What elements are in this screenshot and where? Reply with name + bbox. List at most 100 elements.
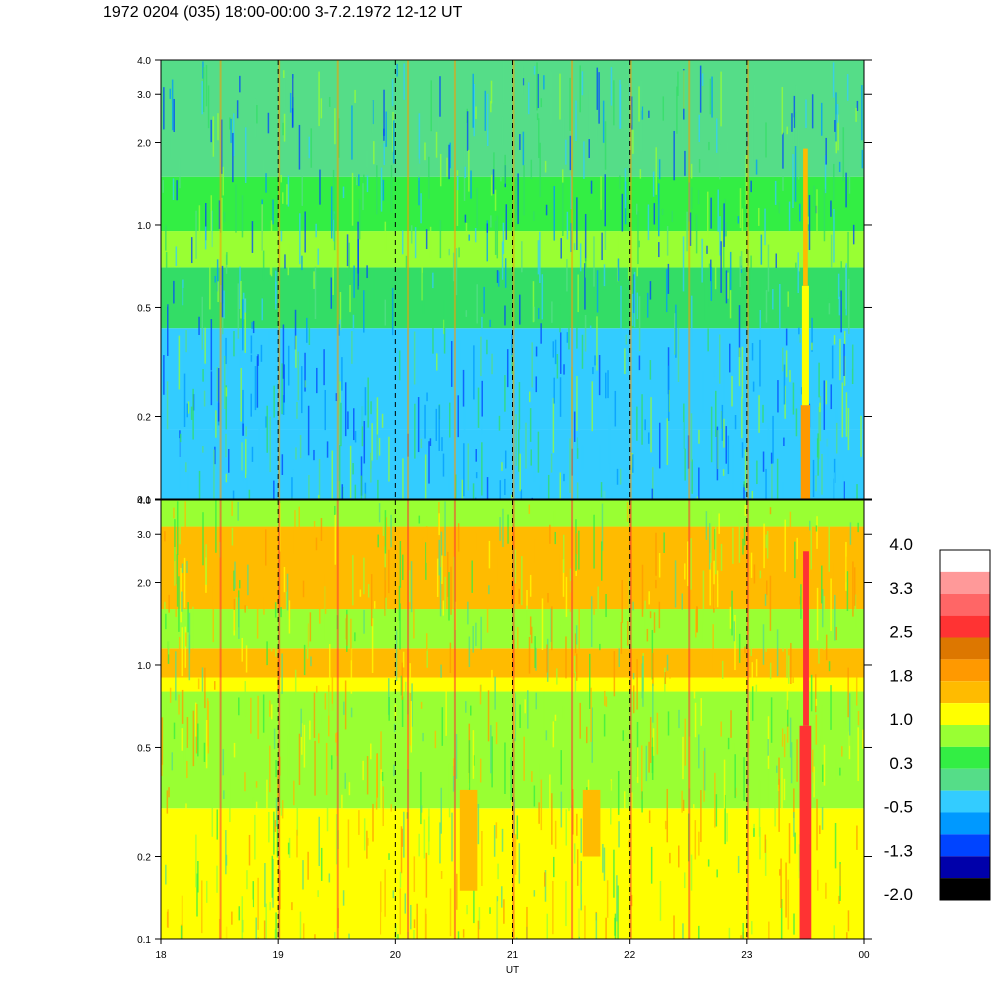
- noise-streak: [320, 98, 323, 119]
- noise-streak: [600, 482, 603, 498]
- noise-streak: [855, 672, 858, 706]
- noise-streak: [352, 463, 354, 475]
- noise-streak: [425, 542, 427, 580]
- noise-streak: [463, 383, 466, 433]
- noise-streak: [439, 76, 441, 117]
- noise-streak: [710, 197, 712, 229]
- noise-streak: [315, 685, 318, 693]
- noise-streak: [821, 565, 823, 604]
- noise-streak: [371, 618, 374, 673]
- panel-frame: [160, 59, 865, 500]
- noise-streak: [495, 722, 498, 745]
- noise-streak: [209, 261, 211, 310]
- noise-streak: [756, 460, 758, 485]
- noise-streak: [168, 594, 170, 613]
- noise-streak: [682, 422, 684, 476]
- noise-streak: [328, 873, 331, 883]
- noise-streak: [690, 163, 693, 179]
- y-tick-label: 2.0: [137, 138, 151, 149]
- noise-streak: [607, 370, 609, 399]
- noise-streak: [310, 656, 312, 667]
- noise-streak: [413, 587, 415, 639]
- noise-streak: [772, 415, 774, 464]
- noise-streak: [464, 214, 467, 223]
- noise-streak: [491, 669, 493, 687]
- noise-streak: [449, 642, 452, 673]
- noise-streak: [729, 343, 731, 373]
- noise-streak: [504, 258, 507, 288]
- noise-streak: [254, 366, 257, 411]
- noise-streak: [658, 553, 661, 578]
- noise-streak: [601, 503, 604, 551]
- noise-streak: [371, 423, 373, 461]
- noise-streak: [814, 674, 817, 713]
- noise-streak: [464, 166, 466, 179]
- noise-streak: [246, 605, 248, 614]
- noise-streak: [180, 891, 183, 925]
- noise-streak: [838, 296, 841, 316]
- noise-streak: [573, 655, 576, 674]
- noise-streak: [603, 264, 606, 287]
- noise-streak: [792, 382, 795, 415]
- noise-streak: [287, 243, 290, 276]
- noise-streak: [569, 568, 572, 593]
- noise-streak: [247, 564, 249, 596]
- noise-streak: [739, 188, 742, 229]
- noise-streak: [613, 651, 616, 697]
- noise-streak: [682, 736, 684, 780]
- event-stripe: [571, 60, 574, 499]
- noise-streak: [332, 169, 335, 220]
- noise-streak: [167, 909, 169, 928]
- noise-streak: [649, 611, 652, 619]
- noise-streak: [272, 199, 274, 225]
- noise-streak: [617, 770, 620, 815]
- noise-streak: [446, 157, 448, 177]
- noise-streak: [341, 357, 343, 391]
- noise-streak: [213, 681, 216, 690]
- noise-streak: [255, 917, 257, 939]
- noise-streak: [529, 616, 532, 635]
- noise-streak: [598, 72, 600, 124]
- y-tick-label: 0.1: [137, 935, 151, 946]
- noise-streak: [694, 820, 697, 860]
- noise-streak: [742, 922, 744, 939]
- noise-streak: [440, 938, 442, 939]
- noise-streak: [197, 861, 199, 893]
- noise-streak: [530, 159, 533, 179]
- noise-streak: [286, 184, 288, 205]
- noise-streak: [232, 132, 234, 183]
- noise-streak: [815, 475, 817, 492]
- noise-streak: [476, 748, 479, 803]
- noise-streak: [584, 314, 587, 352]
- noise-streak: [251, 899, 254, 920]
- noise-streak: [225, 854, 228, 866]
- noise-streak: [761, 897, 764, 905]
- noise-streak: [619, 175, 621, 190]
- noise-streak: [737, 216, 740, 224]
- noise-streak: [855, 107, 857, 122]
- noise-streak: [602, 843, 604, 873]
- noise-streak: [700, 621, 703, 643]
- noise-streak: [526, 605, 528, 625]
- noise-streak: [328, 96, 331, 107]
- noise-streak: [292, 469, 294, 499]
- noise-streak: [248, 834, 251, 866]
- colorbar-swatch: [940, 878, 990, 900]
- noise-streak: [186, 717, 189, 748]
- noise-streak: [794, 832, 796, 854]
- noise-streak: [753, 84, 756, 108]
- noise-streak: [309, 720, 311, 740]
- noise-streak: [397, 934, 399, 939]
- noise-streak: [854, 594, 857, 628]
- noise-streak: [334, 514, 337, 565]
- noise-streak: [541, 598, 544, 651]
- noise-streak: [776, 629, 779, 677]
- noise-streak: [486, 223, 489, 233]
- noise-streak: [250, 697, 252, 734]
- noise-streak: [350, 707, 353, 718]
- noise-streak: [741, 396, 743, 439]
- noise-streak: [176, 110, 178, 126]
- noise-streak: [233, 609, 235, 636]
- noise-streak: [250, 393, 252, 417]
- noise-streak: [349, 445, 352, 499]
